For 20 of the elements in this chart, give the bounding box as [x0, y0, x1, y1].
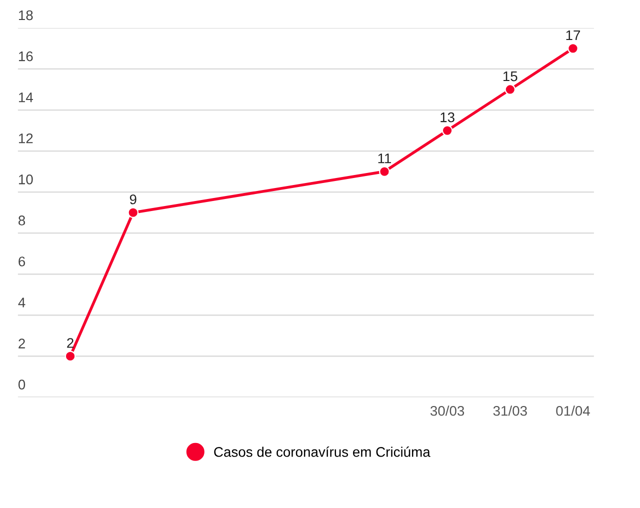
y-tick-label: 0	[18, 380, 26, 390]
data-label: 17	[566, 30, 580, 40]
y-tick-label: 2	[18, 338, 25, 348]
y-tick-label: 8	[18, 216, 26, 226]
y-tick-label: 14	[18, 92, 33, 102]
data-label: 13	[440, 112, 454, 122]
y-tick-label: 4	[18, 298, 26, 308]
y-tick-label: 12	[18, 133, 33, 144]
y-tick-label: 16	[18, 51, 33, 62]
data-label: 15	[503, 72, 518, 82]
x-tick-label: 31/03	[493, 406, 527, 416]
x-tick-label: 01/04	[556, 406, 590, 416]
data-label: 11	[378, 154, 391, 164]
legend-label: Casos de coronavírus em Criciúma	[214, 446, 430, 457]
x-tick-label: 30/03	[430, 406, 464, 416]
data-label: 2	[67, 338, 74, 348]
y-tick-label: 18	[18, 10, 33, 20]
data-label: 9	[130, 194, 136, 204]
y-tick-label: 10	[18, 174, 33, 184]
y-tick-label: 6	[18, 256, 26, 266]
